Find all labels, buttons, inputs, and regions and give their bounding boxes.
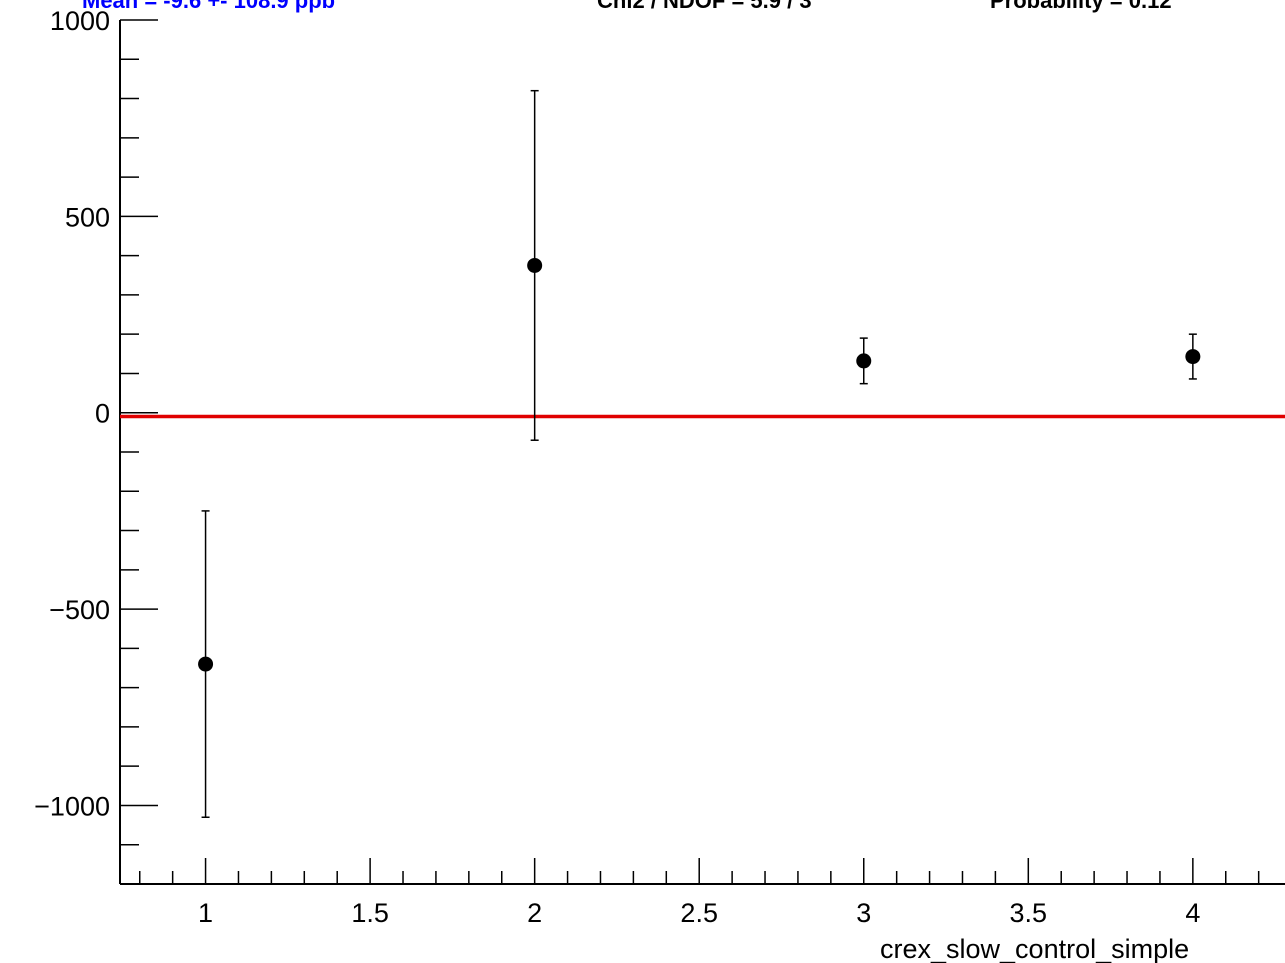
y-tick-label: −1000 [34,791,110,821]
x-tick-label: 2.5 [680,898,718,928]
data-point-marker [1185,349,1201,365]
data-points [198,89,1201,818]
data-point-group [527,89,543,441]
data-point-marker [527,257,543,273]
x-axis-ticks [138,858,1260,884]
y-tick-label: 500 [65,202,110,232]
y-axis-ticks [120,19,158,885]
probability-stat-text: Probability = 0.12 [990,0,1172,13]
x-tick-label: 1.5 [351,898,389,928]
x-tick-label: 3.5 [1010,898,1048,928]
x-tick-label: 2 [527,898,542,928]
y-tick-label: 1000 [50,6,110,36]
x-tick-label: 4 [1185,898,1200,928]
x-tick-label: 1 [198,898,213,928]
data-point-group [1185,333,1201,380]
data-point-group [198,510,214,818]
y-tick-label: −500 [49,595,110,625]
x-tick-label: 3 [856,898,871,928]
data-point-group [856,337,872,385]
data-point-marker [198,656,214,672]
y-tick-label: 0 [95,399,110,429]
x-axis-title: crex_slow_control_simple [880,934,1189,963]
chi2-stat-text: Chi2 / NDOF = 5.9 / 3 [597,0,812,13]
data-point-marker [856,353,872,369]
mean-stat-text: Mean = -9.6 +- 108.9 ppb [82,0,335,13]
tick-labels: 1 1.5 2 2.5 3 3.5 4 −1000 −500 0 500 1000 [34,6,1200,928]
